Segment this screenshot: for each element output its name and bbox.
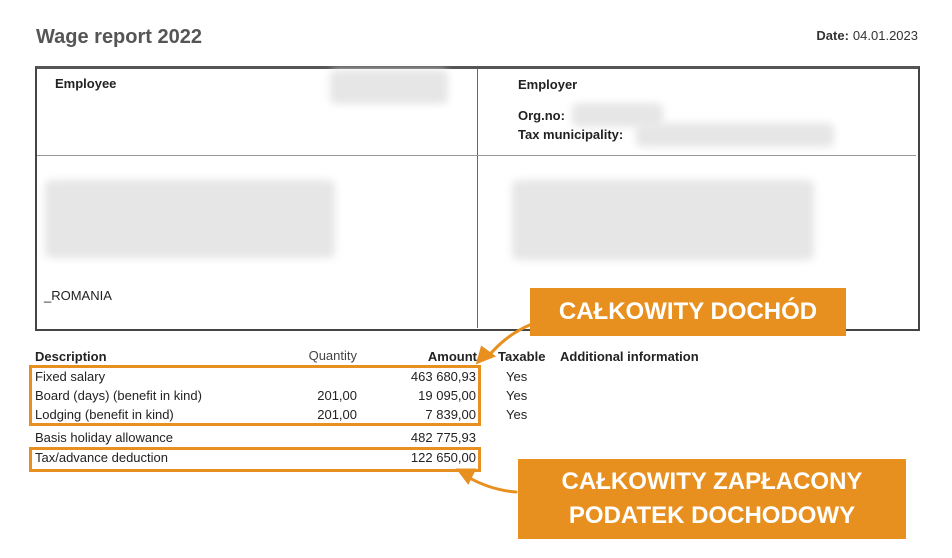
employee-label: Employee bbox=[55, 76, 117, 91]
divider bbox=[477, 68, 478, 328]
row-taxable: Yes bbox=[506, 369, 528, 384]
total-tax-callout: CAŁKOWITY ZAPŁACONY PODATEK DOCHODOWY bbox=[518, 459, 906, 539]
col-description: Description bbox=[35, 349, 107, 364]
row-description: Board (days) (benefit in kind) bbox=[35, 388, 202, 403]
arrow-icon bbox=[485, 322, 534, 360]
table-row: Basis holiday allowance 482 775,93 bbox=[0, 430, 560, 446]
employer-label: Employer bbox=[518, 77, 578, 92]
redacted-employee-address bbox=[45, 180, 335, 258]
table-row: Fixed salary 463 680,93 Yes bbox=[0, 369, 560, 385]
report-date: Date: 04.01.2023 bbox=[816, 28, 918, 43]
row-taxable: Yes bbox=[506, 388, 528, 403]
tax-highlight bbox=[29, 447, 481, 472]
tax-municipality-label: Tax municipality: bbox=[518, 127, 624, 142]
parties-box bbox=[35, 66, 920, 331]
total-income-callout: CAŁKOWITY DOCHÓD bbox=[530, 288, 846, 336]
row-amount: 19 095,00 bbox=[418, 388, 476, 403]
redacted-employee-name bbox=[330, 70, 448, 104]
row-description: Basis holiday allowance bbox=[35, 430, 174, 445]
col-amount: Amount bbox=[427, 349, 477, 364]
row-description: Fixed salary bbox=[35, 369, 106, 384]
col-additional-info: Additional information bbox=[560, 349, 699, 364]
row-taxable: Yes bbox=[506, 407, 528, 422]
org-no-label: Org.no: bbox=[518, 108, 565, 123]
table-row: Board (days) (benefit in kind) 201,00 19… bbox=[0, 388, 560, 404]
page-title: Wage report 2022 bbox=[36, 26, 202, 48]
row-amount: 463 680,93 bbox=[410, 369, 476, 384]
arrow-head-icon bbox=[475, 345, 497, 365]
row-quantity: 201,00 bbox=[317, 407, 357, 422]
row-amount: 122 650,00 bbox=[410, 450, 476, 465]
callout-text: CAŁKOWITY DOCHÓD bbox=[558, 298, 818, 325]
row-amount: 7 839,00 bbox=[425, 407, 476, 422]
income-highlight bbox=[29, 365, 481, 426]
col-taxable: Taxable bbox=[498, 349, 546, 364]
row-quantity: 201,00 bbox=[317, 388, 357, 403]
callout-text: CAŁKOWITY ZAPŁACONY bbox=[561, 468, 863, 495]
arrow-icon bbox=[464, 474, 518, 494]
date-value: 04.01.2023 bbox=[852, 28, 918, 43]
redacted-employer-address bbox=[512, 180, 814, 260]
table-row: Lodging (benefit in kind) 201,00 7 839,0… bbox=[0, 407, 560, 423]
callout-text: PODATEK DOCHODOWY bbox=[568, 502, 856, 529]
employee-country: _ROMANIA bbox=[44, 288, 112, 303]
row-amount: 482 775,93 bbox=[410, 430, 476, 445]
table-row: Tax/advance deduction 122 650,00 bbox=[0, 450, 560, 466]
divider bbox=[37, 155, 916, 156]
redacted-tax-municipality bbox=[636, 123, 834, 147]
row-description: Lodging (benefit in kind) bbox=[35, 407, 174, 422]
date-label: Date: bbox=[816, 28, 849, 43]
row-description: Tax/advance deduction bbox=[35, 450, 168, 465]
col-quantity: Quantity bbox=[308, 348, 357, 363]
arrow-head-icon bbox=[456, 468, 477, 485]
